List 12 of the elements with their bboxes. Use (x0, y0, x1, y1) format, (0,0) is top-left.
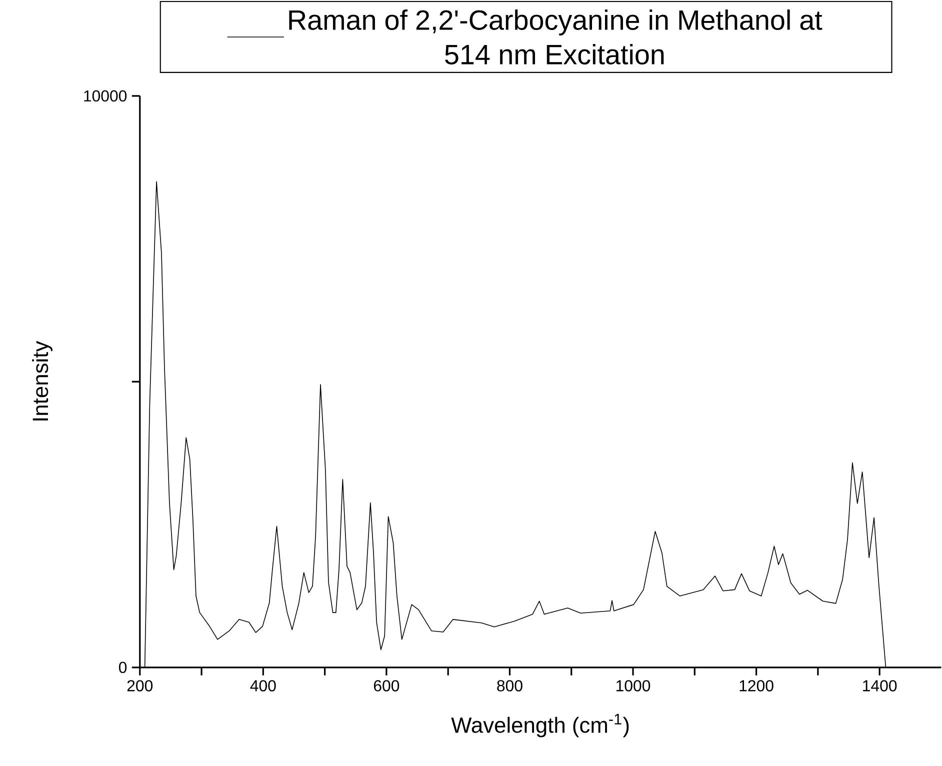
x-tick-label: 800 (497, 680, 522, 692)
y-tick-label: 10000 (84, 90, 127, 102)
x-tick-label: 400 (250, 680, 276, 692)
x-tick-label: 200 (127, 680, 153, 692)
legend-label: Raman of 2,2'-Carbocyanine in Methanol at 514 nm Excitation (289, 9, 822, 64)
x-tick-label: 600 (374, 680, 400, 692)
x-tick-label: 1000 (616, 680, 650, 692)
x-tick-label: 1200 (740, 680, 774, 692)
x-axis-title: Wavelength (cm$^{-1}$) (451, 714, 629, 738)
x-tick-label: 1400 (863, 680, 897, 692)
y-axis-title: Intensity (32, 340, 52, 420)
y-tick-label: 0 (118, 662, 127, 673)
